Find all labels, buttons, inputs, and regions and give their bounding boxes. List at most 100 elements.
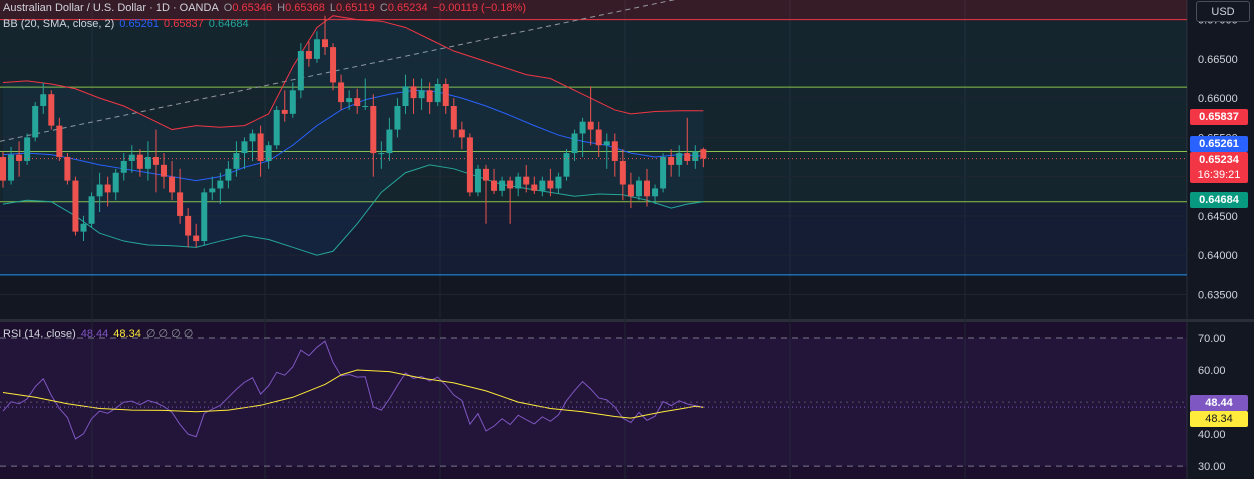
bb-legend: BB (20, SMA, close, 2) 0.65261 0.65837 0.64…: [3, 17, 254, 31]
candle-body: [555, 176, 562, 189]
candle-body: [32, 106, 39, 138]
candle-body: [700, 149, 707, 159]
candle-body: [217, 180, 224, 189]
candle-body: [458, 129, 465, 138]
candle-body: [136, 154, 143, 169]
price-tick-label: 0.66000: [1198, 93, 1238, 105]
symbol-legend: Australian Dollar / U.S. Dollar · 1D · O…: [3, 1, 531, 15]
candle-body: [88, 196, 95, 224]
candle-body: [491, 180, 498, 191]
candle-body: [434, 84, 441, 103]
rsi-pane-background: [0, 322, 1187, 479]
symbol-title[interactable]: Australian Dollar / U.S. Dollar · 1D · O…: [3, 2, 219, 14]
rsi-value: 48.44: [80, 328, 109, 340]
candle-body: [611, 141, 618, 161]
candle-body: [8, 154, 15, 181]
candle-body: [378, 153, 385, 155]
candle-body: [201, 192, 208, 242]
bb-lower-line: [2, 164, 704, 256]
rsi-band-fill: [0, 338, 1187, 467]
rsi-tick-label: 40.00: [1198, 429, 1226, 441]
pane-separator: [0, 319, 1254, 322]
candle-body: [635, 180, 642, 197]
candle-body: [507, 180, 514, 189]
candle-body: [402, 86, 409, 106]
candle-body: [265, 145, 272, 161]
candle-body: [595, 129, 602, 146]
candle-body: [474, 168, 481, 193]
bar-countdown-tag: 16:39:21: [1190, 167, 1248, 183]
candle-body: [193, 235, 200, 242]
candle-body: [362, 106, 369, 107]
open-label: O: [223, 2, 233, 14]
candle-body: [515, 176, 522, 189]
candle-body: [539, 180, 546, 191]
candle-body: [676, 153, 683, 165]
candle-body: [603, 141, 610, 146]
candle-body: [313, 39, 320, 59]
candle-body: [144, 157, 151, 169]
candle-body: [571, 133, 578, 154]
candle-body: [418, 90, 425, 99]
resistance-zone: [0, 0, 1187, 20]
range-zone: [0, 19, 1187, 202]
candle-body: [241, 141, 248, 154]
price-tick-label: 0.64500: [1198, 211, 1238, 223]
bb-lower-price-tag: 0.64684: [1190, 192, 1248, 208]
candle-body: [96, 184, 103, 197]
rsi-tick-label: 30.00: [1198, 461, 1226, 473]
rsi-axis-tag: 48.44: [1190, 395, 1248, 411]
candle-body: [442, 84, 449, 106]
candle-body: [233, 153, 240, 169]
candle-body: [668, 157, 675, 165]
candle-body: [684, 153, 691, 161]
candle-body: [273, 109, 280, 146]
rsi-ma-value: 48.34: [113, 328, 141, 340]
rsi-tick-label: 60.00: [1198, 365, 1226, 377]
candle-body: [692, 151, 699, 161]
candle-body: [652, 188, 659, 197]
candle-body: [531, 184, 538, 191]
candle-body: [16, 154, 23, 161]
candle-body: [281, 109, 288, 114]
candle-body: [169, 176, 176, 193]
price-tick-label: 0.66500: [1198, 54, 1238, 66]
candle-body: [128, 154, 135, 161]
candle-body: [523, 176, 530, 185]
rsi-line: [2, 340, 704, 440]
bb-lower-value: 0.64684: [208, 18, 249, 30]
candle-body: [305, 51, 312, 59]
candle-body: [48, 94, 55, 126]
candle-body: [56, 125, 63, 158]
candle-body: [161, 164, 167, 177]
candle-body: [225, 168, 232, 181]
candle-body: [627, 184, 634, 197]
bb-basis-line: [2, 89, 704, 182]
bb-basis-value: 0.65261: [119, 18, 160, 30]
rsi-ma-line: [2, 369, 704, 419]
high-value: 0.65368: [285, 2, 325, 14]
candle-body: [322, 39, 328, 48]
candle-body: [185, 215, 192, 236]
bb-name[interactable]: BB (20, SMA, close, 2): [3, 18, 115, 30]
candle-body: [563, 153, 570, 177]
low-value: 0.65119: [335, 2, 375, 14]
change-value: −0.00119 (−0.18%): [432, 2, 526, 14]
high-label: H: [277, 2, 286, 14]
candle-body: [80, 223, 87, 232]
candle-body: [177, 192, 184, 216]
candle-body: [354, 98, 361, 106]
candle-body: [370, 106, 377, 154]
candle-body: [450, 106, 457, 130]
candle-body: [0, 157, 6, 181]
currency-button[interactable]: USD: [1196, 1, 1250, 22]
low-label: L: [329, 2, 336, 14]
candle-body: [619, 160, 626, 185]
last-price-tag: 0.65234: [1190, 152, 1248, 168]
close-label: C: [379, 2, 388, 14]
rsi-name[interactable]: RSI (14, close): [3, 328, 76, 340]
close-value: 0.65234: [387, 2, 428, 14]
rsi-ma-axis-tag: 48.34: [1190, 411, 1248, 427]
candle-body: [660, 157, 667, 189]
